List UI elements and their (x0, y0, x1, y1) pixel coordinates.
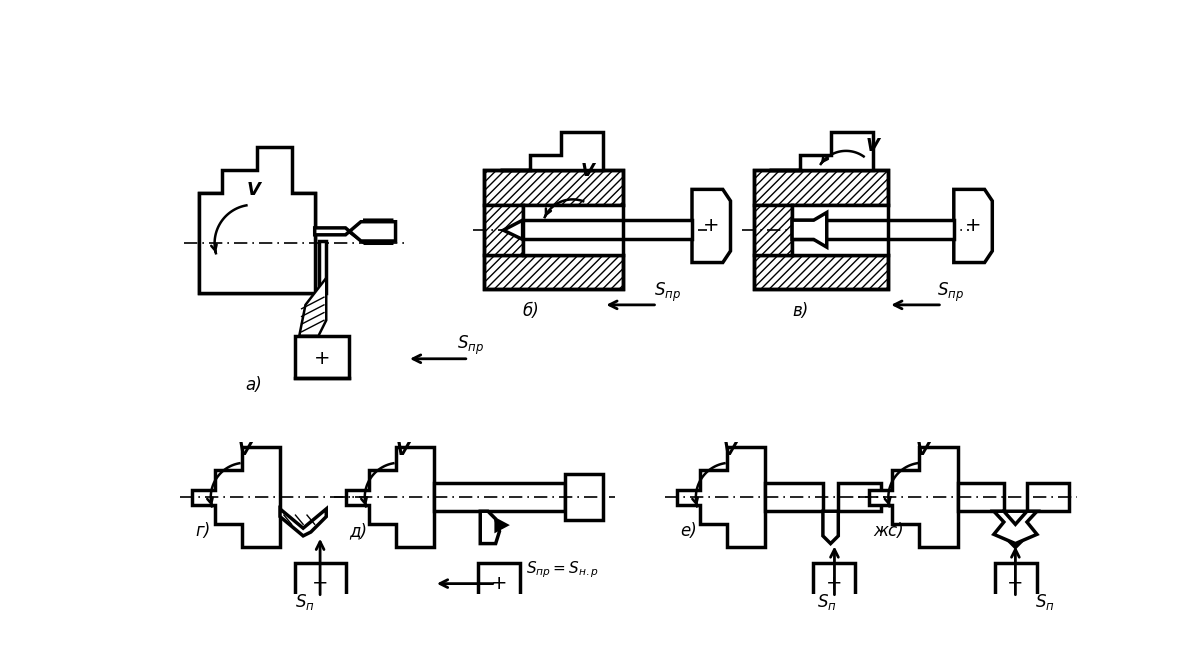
Bar (754, 255, 888, 289)
Text: в): в) (792, 302, 809, 320)
Text: +: + (312, 574, 329, 593)
Bar (295, 563, 346, 602)
Bar (754, 170, 888, 205)
Text: $S_{п}$: $S_{п}$ (1034, 592, 1055, 612)
Text: $S_{п}$: $S_{п}$ (295, 592, 316, 612)
Text: V: V (581, 161, 594, 179)
Bar (754, 205, 792, 255)
Text: $S_{пр}$: $S_{пр}$ (457, 334, 484, 357)
Polygon shape (499, 131, 604, 170)
Bar (839, 483, 881, 511)
Bar (1027, 483, 1069, 511)
Polygon shape (954, 189, 992, 263)
Text: V: V (865, 137, 880, 155)
Bar (434, 483, 565, 511)
Text: V: V (238, 441, 252, 459)
Text: +: + (703, 216, 720, 235)
Bar (995, 563, 1037, 602)
Text: V: V (396, 441, 409, 459)
Polygon shape (280, 509, 326, 536)
Bar (792, 220, 954, 239)
Bar (792, 205, 888, 255)
Text: V: V (247, 181, 260, 199)
Polygon shape (792, 213, 827, 247)
Bar (523, 205, 623, 255)
Text: +: + (965, 216, 982, 235)
Bar (478, 563, 521, 602)
Bar (484, 170, 623, 289)
Bar (484, 205, 523, 255)
Polygon shape (823, 511, 839, 544)
Polygon shape (677, 448, 766, 548)
Text: $S_{пр}=S_{н.р}$: $S_{пр}=S_{н.р}$ (527, 559, 600, 580)
Text: $S_{пр}$: $S_{пр}$ (654, 280, 680, 303)
Bar (199, 193, 314, 293)
Polygon shape (496, 519, 508, 531)
Text: V: V (722, 441, 737, 459)
Text: +: + (314, 350, 331, 368)
Text: V: V (916, 441, 929, 459)
Polygon shape (346, 448, 434, 548)
Bar (812, 563, 856, 602)
Polygon shape (503, 220, 523, 239)
Polygon shape (299, 278, 326, 336)
Bar (958, 483, 1004, 511)
Polygon shape (994, 511, 1037, 544)
Polygon shape (314, 221, 396, 241)
Text: е): е) (680, 522, 697, 540)
Polygon shape (314, 220, 391, 243)
Polygon shape (692, 189, 731, 263)
Text: $S_{п}$: $S_{п}$ (817, 592, 836, 612)
Polygon shape (192, 448, 280, 548)
Polygon shape (480, 511, 499, 544)
Polygon shape (769, 131, 872, 170)
Bar (565, 474, 604, 520)
Bar (484, 255, 623, 289)
Text: +: + (1007, 574, 1024, 593)
Text: г): г) (196, 522, 211, 540)
Text: жс): жс) (872, 522, 904, 540)
Bar (754, 170, 888, 289)
Text: $S_{пр}$: $S_{пр}$ (937, 280, 964, 303)
Text: +: + (491, 574, 506, 593)
Text: б): б) (523, 302, 539, 320)
Bar (295, 336, 349, 378)
Bar (484, 170, 623, 205)
Text: а): а) (246, 376, 262, 394)
Polygon shape (318, 241, 326, 293)
Text: д): д) (349, 522, 367, 540)
Bar (766, 483, 823, 511)
Polygon shape (1004, 511, 1027, 548)
Polygon shape (199, 147, 314, 293)
Bar (523, 220, 692, 239)
Polygon shape (869, 448, 958, 548)
Text: +: + (827, 574, 842, 593)
